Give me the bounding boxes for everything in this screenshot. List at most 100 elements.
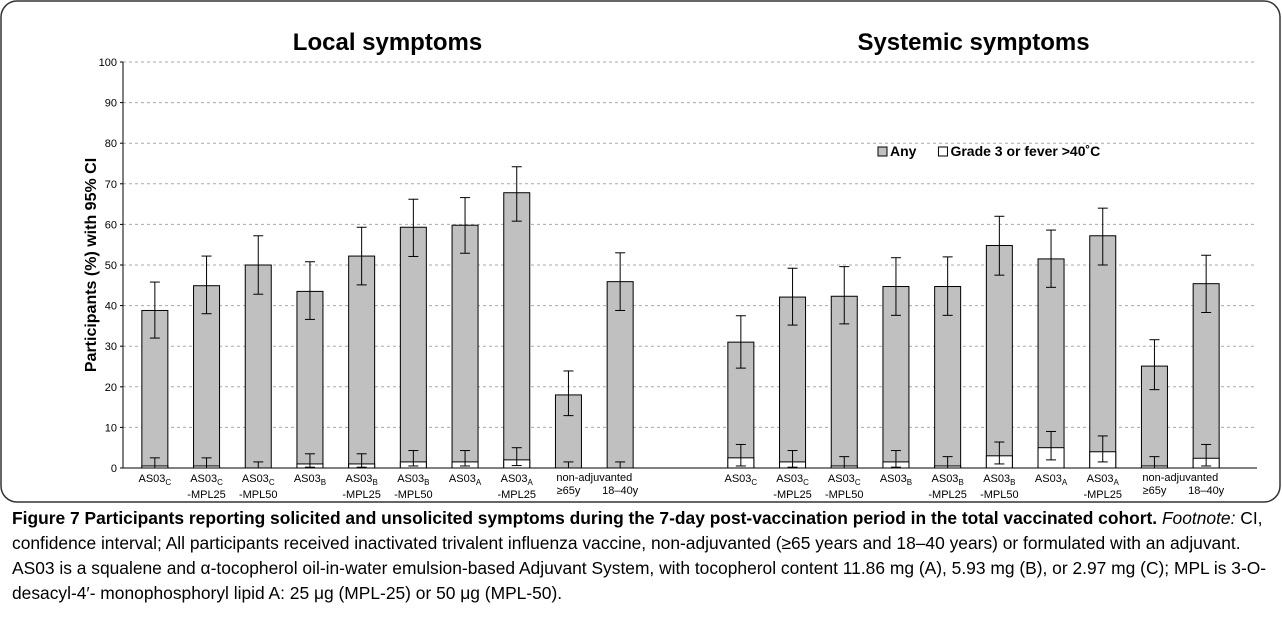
error-bar	[563, 461, 574, 469]
category-sub: A	[528, 478, 534, 487]
category-suffix: -MPL25	[928, 489, 967, 501]
footnote-label: Footnote:	[1161, 508, 1236, 528]
bar	[348, 255, 376, 469]
x-tick-label: AS03B -MPL50	[394, 473, 433, 501]
x-tick-label: AS03A -MPL25	[497, 473, 536, 501]
category-sub: B	[321, 478, 326, 487]
category-sub: C	[269, 478, 275, 487]
x-tick-label: AS03C -MPL25	[187, 473, 226, 501]
bar	[503, 192, 531, 469]
category-sub: B	[907, 478, 912, 487]
y-tick-label: 10	[105, 422, 117, 434]
y-tick-label: 30	[105, 341, 117, 353]
error-bar	[787, 450, 798, 468]
error-bar	[1149, 456, 1160, 469]
category-sub: A	[1114, 478, 1120, 487]
x-tick-label: AS03A -MPL25	[1083, 473, 1122, 501]
x-tick-label: ≥65y	[557, 485, 581, 497]
category-sub: B	[372, 478, 377, 487]
category-suffix: -MPL50	[825, 489, 864, 501]
category-base: ≥65y	[557, 485, 581, 497]
category-base: 18–40y	[602, 485, 639, 497]
x-tick-label: AS03C -MPL25	[773, 473, 812, 501]
error-bar	[408, 450, 419, 467]
error-bar	[149, 457, 160, 469]
x-tick-label: AS03B -MPL25	[928, 473, 967, 501]
x-tick-label: AS03C -MPL50	[825, 473, 864, 501]
error-bar	[1097, 435, 1108, 463]
error-bar	[942, 456, 953, 469]
bar	[985, 245, 1013, 469]
error-bar	[1149, 339, 1160, 391]
x-tick-label: AS03A	[449, 473, 482, 487]
error-bar	[304, 261, 315, 320]
category-sub: B	[1010, 478, 1015, 487]
category-sub: B	[958, 478, 963, 487]
error-bar	[1097, 207, 1108, 266]
error-bar	[1046, 229, 1057, 288]
category-suffix: -MPL25	[187, 489, 226, 501]
category-sub: A	[1062, 478, 1068, 487]
frame	[0, 0, 1281, 503]
error-bar	[1046, 430, 1057, 461]
category-base: AS03	[294, 473, 321, 485]
legend-swatch	[937, 146, 948, 157]
category-suffix: -MPL25	[342, 489, 381, 501]
category-base: AS03	[242, 473, 269, 485]
category-base: AS03	[983, 473, 1010, 485]
x-tick-label: AS03B -MPL25	[342, 473, 381, 501]
error-bar	[253, 235, 264, 295]
category-base: AS03	[346, 473, 373, 485]
error-bar	[356, 226, 367, 286]
bar	[882, 286, 910, 469]
category-sub: C	[751, 478, 757, 487]
caption: Figure 7 Participants reporting solicite…	[12, 506, 1274, 606]
bar	[1089, 235, 1117, 469]
error-bar	[201, 457, 212, 469]
category-suffix: -MPL50	[980, 489, 1019, 501]
error-bar	[839, 456, 850, 469]
error-bar	[1201, 254, 1212, 314]
x-tick-label: AS03A	[1035, 473, 1068, 487]
error-bar	[615, 461, 626, 469]
error-bar	[890, 450, 901, 468]
legend-label: Any	[890, 143, 917, 159]
error-bar	[615, 252, 626, 311]
category-base: AS03	[724, 473, 751, 485]
category-base: AS03	[776, 473, 803, 485]
y-tick-label: 80	[105, 138, 117, 150]
figure-label: Figure 7	[12, 508, 80, 528]
error-bar	[408, 198, 419, 257]
error-bar	[735, 315, 746, 369]
category-suffix: -MPL25	[497, 489, 536, 501]
error-bar	[201, 255, 212, 315]
error-bar	[563, 370, 574, 417]
panel-title: Systemic symptoms	[857, 29, 1089, 56]
footnote-text: CI, confidence interval; All participant…	[12, 508, 1267, 603]
panel-title: Local symptoms	[293, 29, 482, 56]
legend-label: Grade 3 or fever >40˚C	[950, 143, 1100, 159]
y-axis-label: Participants (%) with 95% CI	[83, 158, 100, 372]
y-tick-label: 40	[105, 301, 117, 313]
error-bar	[511, 166, 522, 222]
y-tick-label: 50	[105, 260, 117, 272]
y-tick-label: 70	[105, 179, 117, 191]
category-base: AS03	[138, 473, 165, 485]
category-sub: C	[165, 478, 171, 487]
x-tick-label: AS03B -MPL50	[980, 473, 1019, 501]
category-sub: B	[424, 478, 429, 487]
category-suffix: -MPL50	[394, 489, 433, 501]
error-bar	[304, 453, 315, 468]
x-tick-label: AS03B	[294, 473, 326, 487]
error-bar	[890, 257, 901, 316]
x-tick-label: AS03C	[138, 473, 171, 487]
category-sub: C	[217, 478, 223, 487]
bar	[244, 264, 272, 469]
group-label: non-adjuvanted	[1142, 472, 1218, 484]
error-bar	[735, 443, 746, 467]
error-bar	[1201, 443, 1212, 467]
bar	[399, 226, 427, 469]
x-tick-label: AS03B	[880, 473, 912, 487]
group-label: non-adjuvanted	[556, 472, 632, 484]
x-tick-label: 18–40y	[1188, 485, 1225, 497]
